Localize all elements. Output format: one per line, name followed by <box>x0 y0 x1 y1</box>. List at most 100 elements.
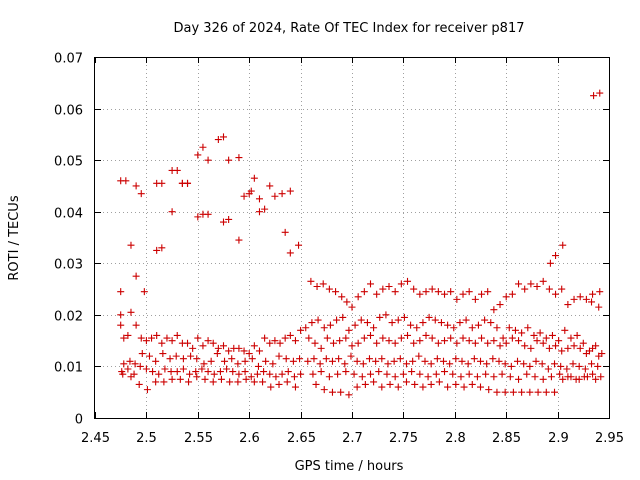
data-point <box>198 365 206 373</box>
data-point <box>260 368 268 376</box>
data-point <box>358 373 366 381</box>
data-point <box>539 375 547 383</box>
data-point <box>386 380 394 388</box>
x-axis-label: GPS time / hours <box>295 459 404 474</box>
data-point <box>582 295 590 303</box>
data-point <box>316 360 324 368</box>
data-point <box>213 350 221 358</box>
data-point <box>225 156 233 164</box>
data-point <box>523 370 531 378</box>
data-point <box>275 352 283 360</box>
data-point <box>289 357 297 365</box>
data-point <box>247 187 255 195</box>
data-point <box>281 228 289 236</box>
data-point <box>347 352 355 360</box>
data-point <box>328 357 336 365</box>
data-point <box>462 316 470 324</box>
data-point <box>471 295 479 303</box>
y-tick-label: 0.05 <box>54 155 83 170</box>
data-point <box>304 357 312 365</box>
data-point <box>559 241 567 249</box>
data-point <box>235 236 243 244</box>
y-tick-label: 0.02 <box>54 310 83 325</box>
data-point <box>282 355 290 363</box>
data-point <box>173 368 181 376</box>
data-point <box>427 360 435 368</box>
data-point <box>407 321 415 329</box>
data-point <box>172 352 180 360</box>
data-point <box>308 319 316 327</box>
data-point <box>588 298 596 306</box>
data-point <box>363 319 371 327</box>
data-point <box>184 339 192 347</box>
data-point <box>217 375 225 383</box>
x-tick-label: 2.9 <box>548 431 569 446</box>
data-point <box>493 324 501 332</box>
data-point <box>515 337 523 345</box>
data-point <box>367 370 375 378</box>
data-point <box>333 316 341 324</box>
data-point <box>421 357 429 365</box>
data-point <box>508 334 516 342</box>
data-point <box>220 133 227 141</box>
data-point <box>201 375 209 383</box>
data-point <box>396 355 404 363</box>
data-point <box>199 342 207 350</box>
data-point <box>286 331 294 339</box>
data-point <box>142 365 150 373</box>
data-point <box>404 331 412 339</box>
data-point <box>311 339 319 347</box>
data-point <box>360 288 368 296</box>
data-point <box>551 388 559 396</box>
data-point <box>312 380 320 388</box>
data-point <box>437 319 445 327</box>
data-point <box>435 378 443 386</box>
data-point <box>589 370 597 378</box>
data-point <box>402 360 410 368</box>
x-tick-label: 2.5 <box>136 431 157 446</box>
data-point <box>477 357 484 365</box>
data-point <box>173 166 181 174</box>
data-point <box>575 375 583 383</box>
data-point <box>343 298 351 306</box>
data-point <box>483 360 491 368</box>
data-point <box>337 388 345 396</box>
data-point <box>281 334 289 342</box>
data-point <box>326 321 334 329</box>
data-point <box>348 342 356 350</box>
data-point <box>373 339 381 347</box>
data-point <box>261 205 269 213</box>
data-point <box>388 319 396 327</box>
data-point <box>135 380 143 388</box>
data-point <box>220 218 227 226</box>
data-point <box>408 368 416 376</box>
data-point <box>225 347 233 355</box>
data-point <box>284 368 292 376</box>
data-point <box>365 355 373 363</box>
data-point <box>328 388 336 396</box>
data-point <box>351 321 359 329</box>
data-point <box>413 324 421 332</box>
data-point <box>508 290 516 298</box>
data-point <box>204 368 212 376</box>
data-point <box>158 244 166 252</box>
data-point <box>378 355 386 363</box>
x-tick-label: 2.55 <box>184 431 213 446</box>
data-point <box>250 342 258 350</box>
data-point <box>320 324 328 332</box>
data-point <box>530 331 538 339</box>
data-point <box>404 277 412 285</box>
data-point <box>527 280 535 288</box>
data-point <box>338 293 346 301</box>
data-point <box>207 357 215 365</box>
data-point <box>434 339 442 347</box>
data-point <box>204 210 212 218</box>
data-point <box>168 208 176 216</box>
data-point <box>235 370 243 378</box>
data-point <box>173 331 181 339</box>
data-point <box>496 301 504 309</box>
data-point <box>460 383 468 391</box>
data-point <box>505 324 513 332</box>
data-point <box>266 182 274 190</box>
data-point <box>137 334 145 342</box>
